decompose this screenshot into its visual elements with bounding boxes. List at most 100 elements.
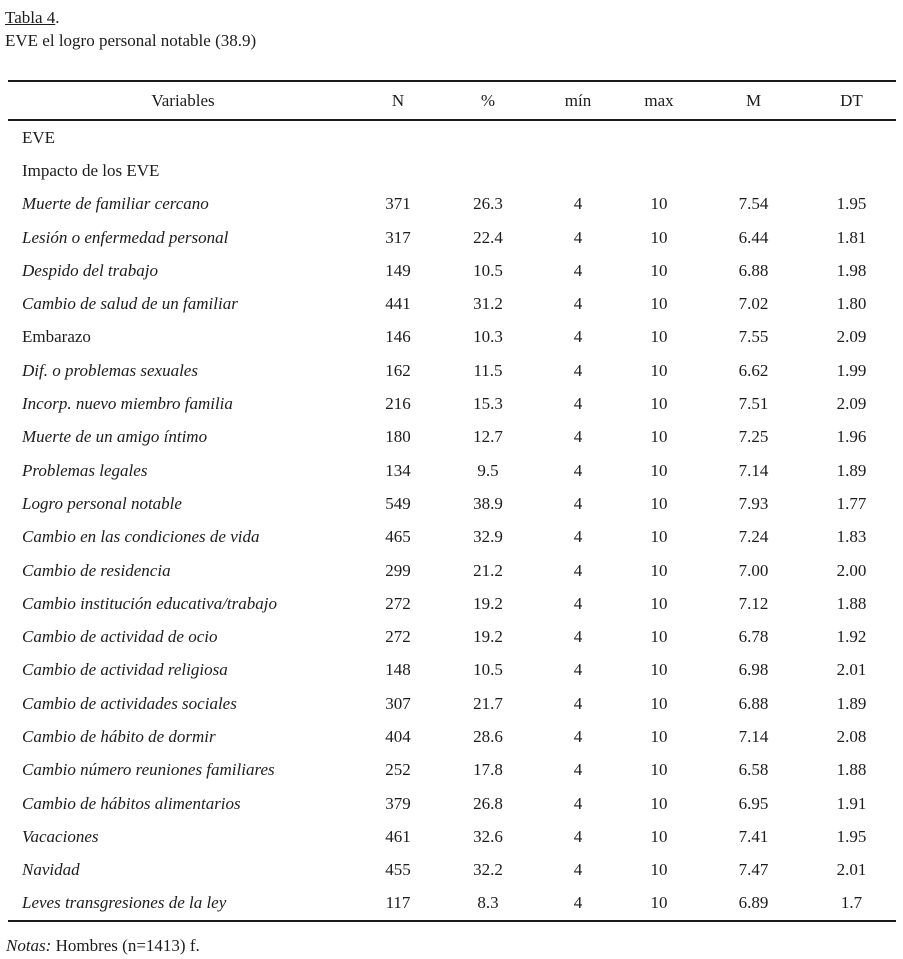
variable-cell: Cambio de actividades sociales [22,693,237,713]
variable-cell: Embarazo [22,327,91,347]
value-cell: 10 [618,886,700,923]
value-cell: 10 [650,394,668,414]
value-cell: 299 [385,560,411,580]
value-cell: 455 [385,860,411,880]
table-row: EVE [8,120,896,154]
table-row: Leves transgresiones de la ley 117 8.3 4 10 6… [8,886,896,923]
value-cell: 1.88 [836,760,867,780]
value-cell: 4 [573,260,583,280]
value-cell: 10 [650,327,668,347]
value-cell: 1.99 [836,360,867,380]
table-caption-label: Tabla 4 [5,8,56,27]
value-cell: 4 [573,826,583,846]
table-row: Logro personal notable 549 38.9 4 10 7.93 1.77 [8,487,896,520]
value-cell: 26.3 [473,194,503,214]
value-cell: 4 [573,427,583,447]
value-cell: 4 [573,394,583,414]
table-row: Muerte de familiar cercano 371 26.3 4 10 7.54… [8,188,896,221]
variable-cell: Lesión o enfermedad personal [22,227,229,247]
table-header: Variables N % mín max M DT [8,80,896,121]
value-cell: 1.77 [836,493,867,513]
value-cell: 19.2 [473,627,503,647]
variable-cell: Logro personal notable [22,493,182,513]
value-cell: 7.14 [738,726,769,746]
value-cell: 404 [385,726,411,746]
notes-label: Notas: [6,936,52,956]
notes-text: Hombres (n=1413) f. [55,936,200,956]
table-row: Dif. o problemas sexuales 162 11.5 4 10 6.62 1… [8,354,896,387]
value-cell: 21.7 [473,693,503,713]
value-cell: 4 [538,886,618,923]
value-cell: 1.95 [836,194,867,214]
value-cell: 7.55 [738,327,769,347]
table-row: Embarazo 146 10.3 4 10 7.55 2.09 [8,321,896,354]
value-cell: 9.5 [477,460,499,480]
value-cell: 6.98 [738,660,769,680]
value-cell: 461 [385,826,411,846]
col-header-max: max [618,80,700,121]
value-cell: 465 [385,527,411,547]
value-cell: 7.47 [738,860,769,880]
value-cell [700,120,807,154]
value-cell: 149 [385,260,411,280]
value-cell: 10 [650,493,668,513]
value-cell: 7.02 [738,294,769,314]
col-header-mean: M [700,80,807,121]
value-cell: 32.6 [473,826,503,846]
value-cell: 2.00 [836,560,867,580]
value-cell: 7.93 [738,493,769,513]
value-cell: 7.51 [738,394,769,414]
value-cell: 272 [385,593,411,613]
value-cell: 26.8 [473,793,503,813]
value-cell: 4 [573,227,583,247]
value-cell: 6.89 [700,886,807,923]
value-cell: 2.01 [836,660,867,680]
value-cell: 4 [573,560,583,580]
table-row: Cambio de actividad de ocio 272 19.2 4 10 6.7… [8,620,896,653]
table-body: EVE Impacto de los EVE Muerte de familiar … [8,120,896,923]
value-cell: 1.7 [807,886,896,923]
value-cell: 8.3 [438,886,538,923]
header-row: Variables N % mín max M DT [8,80,896,121]
value-cell: 10.3 [473,327,503,347]
value-cell: 2.09 [836,394,867,414]
value-cell: 4 [573,793,583,813]
value-cell: 371 [385,194,411,214]
value-cell: 10 [650,460,668,480]
value-cell: 4 [573,860,583,880]
variable-cell: Leves transgresiones de la ley [8,886,358,923]
value-cell: 4 [573,527,583,547]
value-cell: 4 [573,593,583,613]
variable-cell: Incorp. nuevo miembro familia [22,394,233,414]
value-cell: 10 [650,227,668,247]
value-cell: 272 [385,627,411,647]
variable-cell: Cambio de hábito de dormir [22,726,216,746]
table-row: Incorp. nuevo miembro familia 216 15.3 4 10 7… [8,387,896,420]
table-caption-punct: . [55,8,60,27]
stats-table: Variables N % mín max M DT EVE Impacto de… [8,80,896,923]
value-cell: 162 [385,360,411,380]
value-cell [618,120,700,154]
value-cell: 134 [385,460,411,480]
value-cell: 2.08 [836,726,867,746]
value-cell: 6.58 [738,760,769,780]
value-cell: 17.8 [473,760,503,780]
variable-cell: Cambio institución educativa/trabajo [22,593,277,613]
value-cell: 6.44 [738,227,769,247]
table-row: Cambio de residencia 299 21.2 4 10 7.00 2.00 [8,554,896,587]
value-cell: 7.24 [738,527,769,547]
table-row: Cambio institución educativa/trabajo 272 1… [8,587,896,620]
table-row: Cambio de actividades sociales 307 21.7 4 10… [8,687,896,720]
value-cell: 10 [650,194,668,214]
value-cell [438,120,538,154]
variable-cell: Problemas legales [22,460,148,480]
value-cell [618,154,700,187]
value-cell: 549 [385,493,411,513]
value-cell: 4 [573,726,583,746]
value-cell: 148 [385,660,411,680]
value-cell: 11.5 [473,360,503,380]
value-cell: 38.9 [473,493,503,513]
value-cell: 7.54 [738,194,769,214]
value-cell: 379 [385,793,411,813]
table-row: Problemas legales 134 9.5 4 10 7.14 1.89 [8,454,896,487]
